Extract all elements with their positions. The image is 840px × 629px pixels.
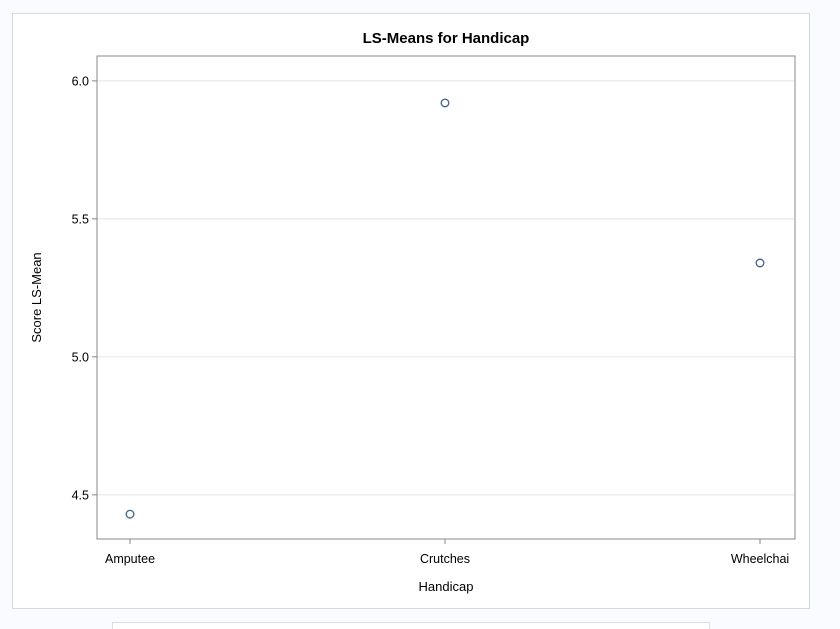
data-point (755, 258, 765, 268)
gridlines (97, 80, 795, 496)
y-tick-label: 5.5 (72, 212, 89, 226)
x-tick-label: Wheelchai (731, 552, 789, 566)
plot-frame (96, 55, 796, 540)
x-tick-label: Crutches (420, 552, 470, 566)
y-tick-label: 5.0 (72, 350, 89, 364)
data-point (440, 98, 450, 108)
x-tick-label: Amputee (105, 552, 155, 566)
next-panel-edge (112, 622, 710, 629)
y-axis: 4.5 5.0 5.5 6.0 (72, 74, 97, 502)
x-axis-label: Handicap (419, 579, 474, 594)
x-axis: Amputee Crutches Wheelchai (105, 539, 789, 566)
chart-title: LS-Means for Handicap (363, 30, 530, 47)
data-points (125, 98, 765, 519)
chart-panel (12, 13, 810, 609)
y-axis-label: Score LS-Mean (29, 252, 44, 342)
data-point (125, 509, 135, 519)
y-tick-label: 6.0 (72, 74, 89, 88)
y-tick-label: 4.5 (72, 488, 89, 502)
